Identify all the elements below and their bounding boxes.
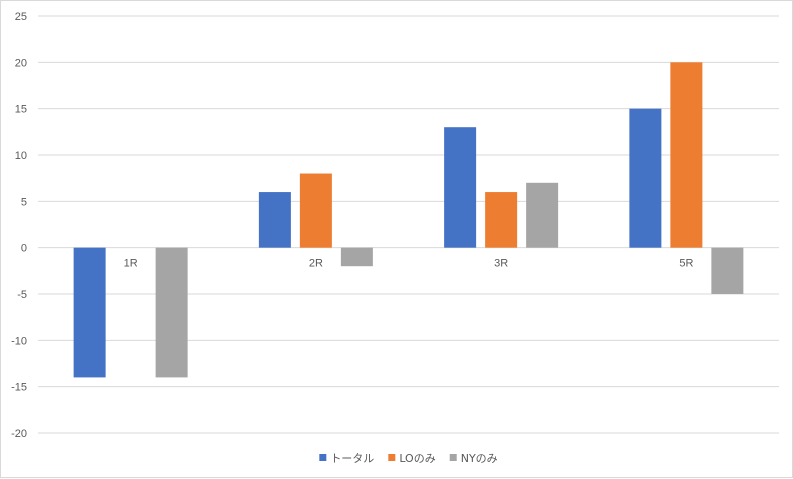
legend-swatch (319, 454, 327, 461)
y-tick-label: -15 (11, 382, 27, 394)
bar-2R-series-3 (340, 247, 373, 267)
legend-label: トータル (330, 452, 374, 465)
legend-swatch (388, 454, 396, 461)
y-tick-label: -5 (17, 289, 27, 301)
bars (73, 62, 744, 378)
bar-1R-series-1 (73, 247, 106, 378)
bar-5R-series-1 (629, 108, 662, 248)
bar-1R-series-3 (155, 247, 188, 378)
legend-item: LOのみ (388, 452, 436, 465)
category-label: 5R (679, 258, 693, 270)
category-label: 2R (309, 258, 323, 270)
y-tick-label: 0 (21, 243, 27, 255)
legend-swatch (449, 454, 457, 461)
y-tick-label: 5 (21, 196, 27, 208)
y-axis-tick-labels: -20 -15 -10 -5 0 5 10 15 20 25 (11, 11, 27, 440)
bar-3R-series-1 (444, 127, 477, 248)
bar-3R-series-2 (485, 192, 518, 248)
gridlines (38, 15, 779, 434)
category-label: 1R (124, 258, 138, 270)
legend-label: LOのみ (399, 452, 435, 465)
legend-item: トータル (319, 452, 374, 465)
category-label: 3R (494, 258, 508, 270)
legend-item: NYのみ (449, 452, 498, 465)
y-tick-label: 15 (15, 104, 27, 116)
bar-3R-series-3 (526, 182, 559, 248)
y-tick-label: 25 (15, 11, 27, 23)
legend: トータル LOのみ NYのみ (319, 452, 498, 465)
bar-5R-series-2 (670, 62, 703, 248)
y-tick-label: 20 (15, 57, 27, 69)
legend-label: NYのみ (461, 452, 498, 465)
y-tick-label: -10 (11, 335, 27, 347)
category-labels: 1R 2R 3R 5R (124, 258, 694, 270)
y-tick-label: -20 (11, 428, 27, 440)
bar-2R-series-1 (258, 192, 291, 248)
y-tick-label: 10 (15, 150, 27, 162)
bar-5R-series-3 (711, 247, 744, 294)
bar-2R-series-2 (299, 173, 332, 248)
